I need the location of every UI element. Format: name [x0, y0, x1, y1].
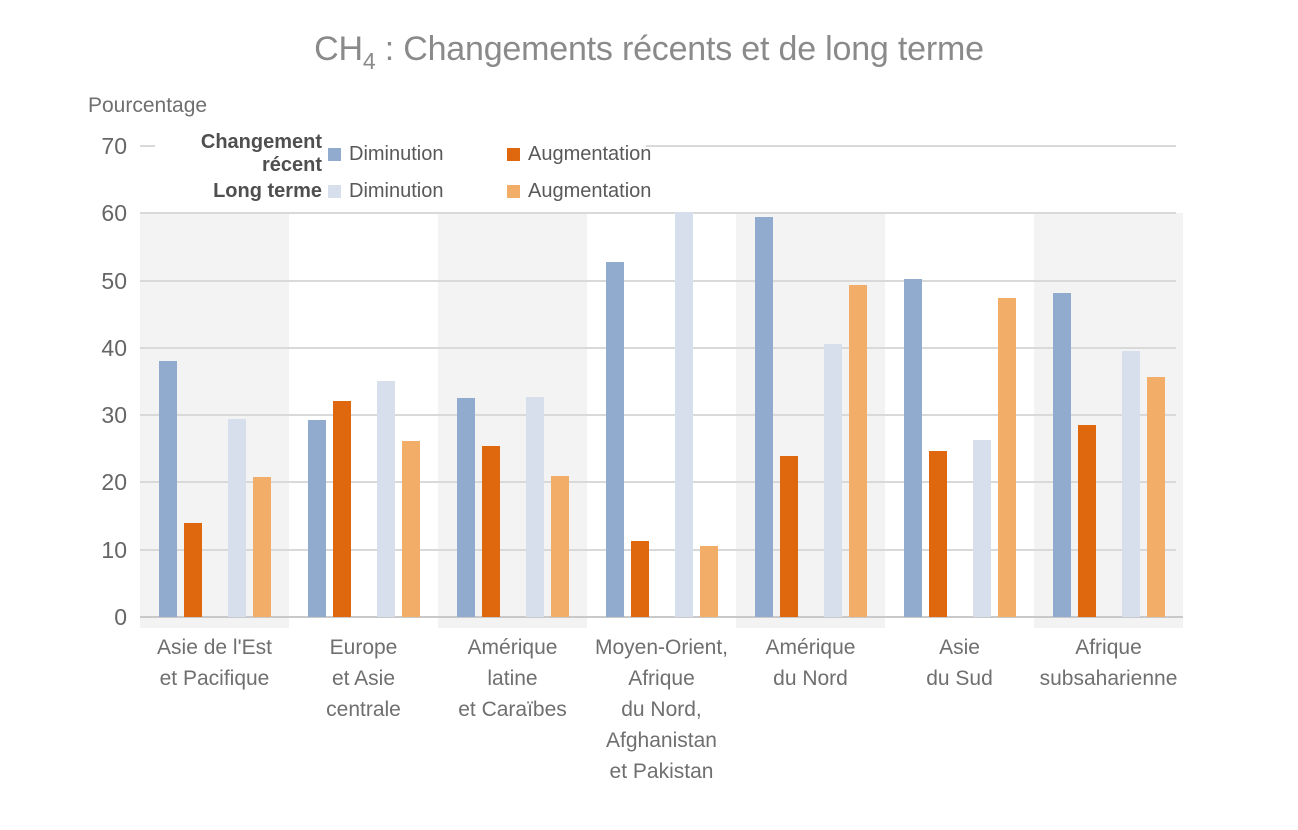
- category-label: Amérique latine et Caraïbes: [458, 636, 567, 721]
- plot-area: Changement récent Diminution Augmentatio…: [101, 131, 1183, 783]
- bar: [401, 441, 420, 617]
- legend-swatch-longterm-diminution-icon: [328, 184, 341, 198]
- bar: [699, 545, 718, 617]
- bar: [481, 446, 500, 617]
- legend-group-label-recent: Changement récent: [200, 131, 322, 176]
- gridline: [140, 548, 1176, 551]
- bar: [972, 440, 991, 617]
- y-tick-label: 10: [101, 536, 127, 563]
- gridline: [140, 481, 1176, 484]
- legend-label-longterm-augmentation: Augmentation: [528, 179, 652, 202]
- bar: [183, 522, 202, 617]
- legend-row-longterm: Long terme Diminution Augmentation: [140, 178, 651, 204]
- y-tick-label: 70: [101, 133, 127, 159]
- legend-label-longterm-diminution: Diminution: [349, 179, 444, 202]
- y-tick-label: 50: [101, 267, 127, 294]
- y-tick-label: 20: [101, 469, 127, 496]
- bar: [997, 298, 1016, 617]
- bar: [928, 451, 947, 617]
- legend-row-recent: Changement récent Diminution Augmentatio…: [140, 131, 652, 176]
- bar: [525, 396, 544, 617]
- gridline: [140, 212, 1176, 215]
- category-label: Asie du Sud: [926, 636, 993, 690]
- chart-title-rest: : Changements récents et de long terme: [375, 30, 984, 68]
- y-tick-label: 40: [101, 334, 127, 361]
- legend-swatch-longterm-augmentation-icon: [507, 184, 520, 198]
- legend-swatch-recent-augmentation-icon: [507, 147, 520, 161]
- legend-label-recent-augmentation: Augmentation: [528, 142, 652, 165]
- legend-swatch-recent-diminution-icon: [328, 147, 341, 161]
- category-label: Moyen-Orient, Afrique du Nord, Afghanist…: [594, 636, 729, 783]
- gridline: [140, 414, 1176, 417]
- y-axis-title: Pourcentage: [88, 94, 208, 117]
- bar: [674, 211, 693, 617]
- bar: [605, 261, 624, 617]
- bar: [1052, 292, 1071, 617]
- bar: [227, 419, 246, 617]
- bar: [903, 279, 922, 617]
- chart-title: CH4 : Changements récents et de long ter…: [0, 30, 1298, 74]
- legend-label-recent-diminution: Diminution: [349, 142, 444, 165]
- y-tick-label: 30: [101, 402, 127, 429]
- bar: [158, 361, 177, 617]
- y-tick-label: 60: [101, 200, 127, 227]
- legend-group-label-longterm: Long terme: [213, 179, 322, 202]
- bar: [252, 477, 271, 617]
- bar: [754, 216, 773, 617]
- gridline: [646, 145, 1176, 147]
- category-label: Europe et Asie centrale: [326, 636, 401, 721]
- category-label: Amérique du Nord: [765, 636, 856, 690]
- y-tick-label: 0: [114, 604, 127, 630]
- bar: [1077, 424, 1096, 617]
- gridline-tick: [140, 145, 155, 147]
- category-label: Asie de l'Est et Pacifique: [157, 636, 272, 690]
- bar: [307, 419, 326, 617]
- bar: [376, 380, 395, 617]
- bar: [1146, 377, 1165, 617]
- chart-title-subscript: 4: [362, 48, 376, 74]
- gridline: [140, 346, 1176, 349]
- bar: [848, 284, 867, 617]
- bar: [456, 397, 475, 617]
- x-axis-line: [140, 616, 1183, 618]
- bar: [332, 401, 351, 617]
- chart-title-prefix: CH: [314, 30, 363, 68]
- bar: [823, 344, 842, 617]
- bar: [550, 475, 569, 617]
- gridline: [140, 279, 1176, 282]
- bar: [630, 540, 649, 617]
- category-label: Afrique subsaharienne: [1039, 636, 1178, 690]
- bar: [779, 456, 798, 617]
- bar: [1121, 350, 1140, 617]
